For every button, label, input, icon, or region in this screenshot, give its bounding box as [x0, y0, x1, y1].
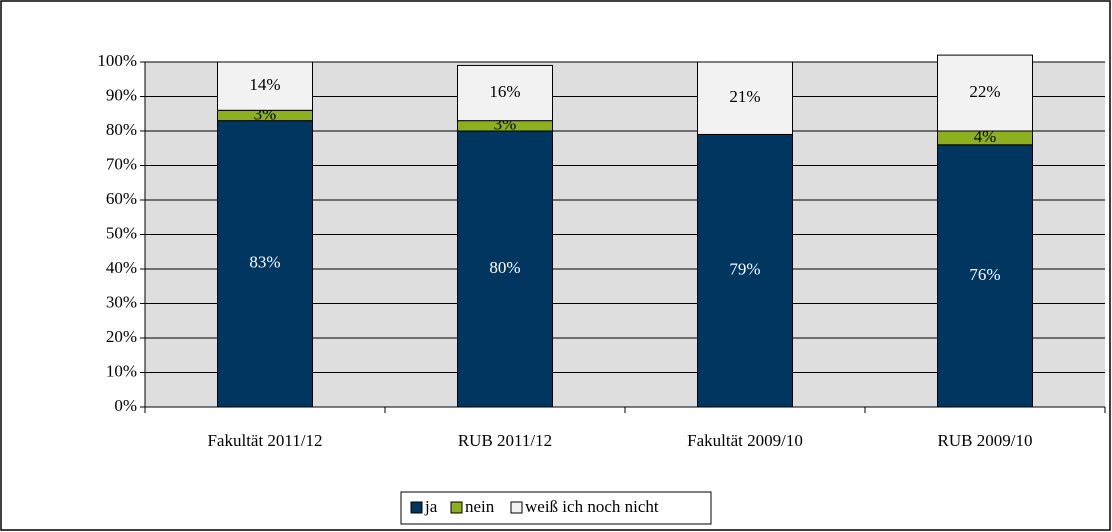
bar-segment — [697, 133, 793, 408]
legend-swatch — [450, 501, 463, 514]
y-tick-label: 50% — [106, 223, 137, 242]
bar-segment — [697, 61, 793, 135]
legend-label: ja — [424, 497, 438, 516]
y-tick-label: 40% — [106, 258, 137, 277]
data-label: 21% — [729, 87, 760, 106]
data-label: 14% — [249, 75, 280, 94]
y-tick-label: 70% — [106, 154, 137, 173]
data-label: 80% — [489, 258, 520, 277]
legend-label: nein — [465, 497, 495, 516]
y-tick-label: 80% — [106, 120, 137, 139]
x-tick-label: RUB 2011/12 — [458, 431, 552, 450]
y-tick-label: 100% — [97, 51, 137, 70]
y-tick-label: 0% — [114, 396, 137, 415]
data-label: 83% — [249, 253, 280, 272]
legend-swatch — [410, 501, 423, 514]
y-tick-label: 10% — [106, 361, 137, 380]
data-label: 4% — [974, 127, 997, 146]
data-label: 16% — [489, 82, 520, 101]
y-tick-label: 30% — [106, 292, 137, 311]
data-label: 79% — [729, 260, 760, 279]
x-tick-label: Fakultät 2009/10 — [687, 431, 803, 450]
legend-swatch — [510, 501, 523, 514]
bar-segment — [457, 64, 553, 122]
bar-segment — [937, 144, 1033, 408]
data-label: 76% — [969, 265, 1000, 284]
bar-segment — [217, 120, 313, 408]
bar-segment — [457, 130, 553, 408]
y-tick-label: 60% — [106, 189, 137, 208]
bar-segment — [217, 61, 313, 111]
data-label: 22% — [969, 82, 1000, 101]
y-tick-label: 90% — [106, 85, 137, 104]
y-tick-label: 20% — [106, 327, 137, 346]
x-tick-label: RUB 2009/10 — [938, 431, 1033, 450]
bar-segment — [937, 54, 1033, 132]
legend-label: weiß ich noch nicht — [525, 497, 659, 516]
x-tick-label: Fakultät 2011/12 — [207, 431, 322, 450]
